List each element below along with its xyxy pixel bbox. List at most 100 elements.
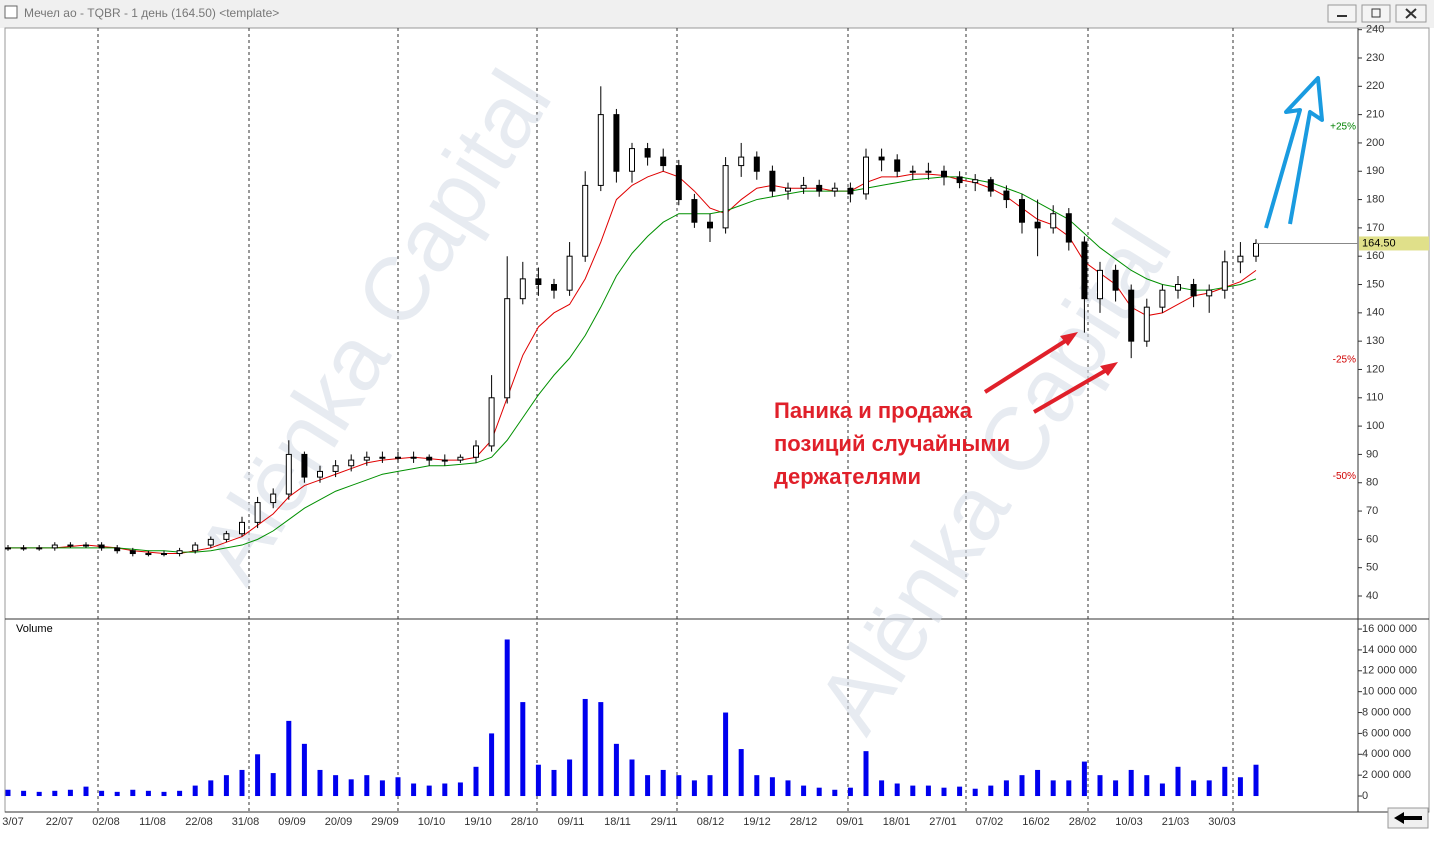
x-tick-label: 28/12 <box>790 816 818 828</box>
candle-body <box>1159 289 1166 308</box>
volume-bar <box>754 775 760 797</box>
volume-bar <box>1097 775 1103 797</box>
volume-bar <box>83 786 89 797</box>
volume-bar <box>208 780 214 797</box>
candle-body <box>317 470 323 478</box>
y-tick-label: 220 <box>1366 80 1384 92</box>
candle-body <box>551 284 557 291</box>
volume-bar <box>411 783 417 797</box>
candle-body <box>894 159 901 172</box>
blue-arrow <box>1264 76 1324 229</box>
volume-bar <box>1222 766 1228 797</box>
candle-body <box>129 550 136 555</box>
candle-body <box>629 148 635 172</box>
y-tick-label: 180 <box>1366 193 1384 205</box>
annotation-line: Паника и продажа <box>774 398 973 423</box>
volume-bar <box>1253 764 1259 797</box>
candle-body <box>519 278 526 300</box>
y-tick-label: 70 <box>1366 505 1378 517</box>
volume-bar <box>473 766 479 797</box>
candle-body <box>192 544 199 552</box>
volume-bar <box>36 791 42 797</box>
x-tick-label: 16/02 <box>1022 816 1050 828</box>
volume-bar <box>395 777 401 797</box>
volume-bar <box>972 788 978 797</box>
volume-bar <box>957 786 963 797</box>
candle-body <box>348 459 355 467</box>
candle-body <box>660 156 667 167</box>
volume-bar <box>442 783 448 797</box>
candle-body <box>987 179 994 192</box>
volume-bar <box>1003 780 1009 797</box>
candle-body <box>504 298 511 399</box>
level-label: +25% <box>1330 122 1356 133</box>
candle-body <box>722 165 729 229</box>
volume-bar <box>1175 766 1181 797</box>
x-tick-label: 19/10 <box>464 816 492 828</box>
x-tick-label: 07/02 <box>976 816 1004 828</box>
volume-bar <box>567 759 573 797</box>
candle-body <box>1065 213 1072 243</box>
volume-bar <box>879 780 885 797</box>
candle-body <box>863 156 869 195</box>
candle-body <box>426 456 433 461</box>
candle-body <box>395 456 401 459</box>
month-separators <box>97 28 1234 812</box>
volume-bar <box>255 754 261 797</box>
y-tick-label: 140 <box>1366 307 1384 319</box>
volume-bar <box>769 777 775 797</box>
y-tick-label: 14 000 000 <box>1362 644 1417 656</box>
restore-button[interactable] <box>1361 4 1391 23</box>
candle-body <box>285 453 292 495</box>
restore-icon <box>1371 8 1381 18</box>
y-tick-label: 4 000 000 <box>1362 748 1411 760</box>
volume-bar <box>613 743 619 797</box>
candle-body <box>239 521 245 535</box>
candle-body <box>67 544 74 547</box>
minimize-button[interactable] <box>1327 4 1357 23</box>
level-label: -25% <box>1333 355 1356 366</box>
x-tick-label: 10/03 <box>1115 816 1143 828</box>
moving-average <box>8 176 1257 553</box>
volume-bar <box>99 790 105 797</box>
volume-bar <box>645 775 651 797</box>
y-tick-label: 210 <box>1366 109 1384 121</box>
candle-body <box>473 445 479 458</box>
candle-body <box>738 156 745 167</box>
volume-bar <box>801 785 807 797</box>
candle-body <box>1253 242 1259 257</box>
candle-body <box>1081 241 1088 300</box>
title-bar <box>0 0 1434 28</box>
volume-bar <box>5 789 11 797</box>
x-tick-label: 18/01 <box>883 816 911 828</box>
x-tick-label: 28/10 <box>511 816 539 828</box>
scroll-arrow <box>1394 812 1422 824</box>
x-tick-label: 10/10 <box>418 816 446 828</box>
last-price-label: 164.50 <box>1362 237 1396 249</box>
candle-body <box>1003 190 1010 201</box>
volume-bar <box>863 751 869 797</box>
candle-body <box>800 184 807 189</box>
candle-body <box>1128 289 1135 342</box>
candle-body <box>597 114 604 186</box>
candle-body <box>223 533 230 540</box>
candle-body <box>847 187 854 195</box>
volume-bar <box>1081 761 1087 797</box>
volume-bar <box>535 764 541 797</box>
volume-bar <box>223 775 229 797</box>
y-tick-label: 90 <box>1366 448 1378 460</box>
x-tick-label: 18/11 <box>604 816 631 828</box>
candle-body <box>1112 269 1119 291</box>
window-buttons[interactable] <box>1327 4 1427 23</box>
candle-body <box>332 465 339 472</box>
x-tick-label: 22/07 <box>46 816 74 828</box>
candle-body <box>410 456 417 459</box>
y-tick-label: 100 <box>1366 420 1384 432</box>
close-icon <box>1405 8 1417 19</box>
x-tick-label: 29/11 <box>651 816 678 828</box>
volume-bar <box>738 749 744 797</box>
volume-bar <box>457 782 463 797</box>
volume-bar <box>286 720 292 797</box>
volume-bar <box>192 785 198 797</box>
volume-bar <box>504 639 510 797</box>
